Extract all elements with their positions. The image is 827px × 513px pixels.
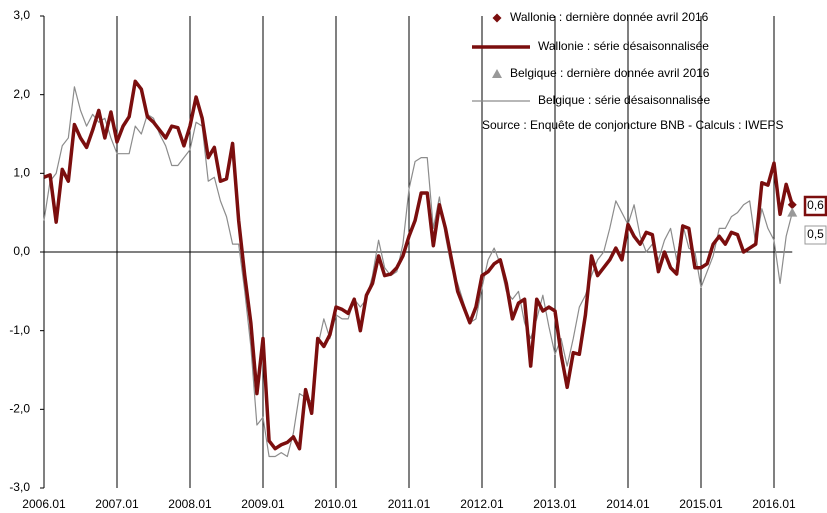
source-note: Source : Enquête de conjoncture BNB - Ca… <box>482 118 783 132</box>
x-tick-label: 2015.01 <box>679 497 723 511</box>
legend-label: Belgique : dernière donnée avril 2016 <box>510 66 710 80</box>
triangle-marker <box>492 69 502 78</box>
x-tick-label: 2006.01 <box>22 497 66 511</box>
triangle-marker <box>787 207 798 217</box>
y-tick-label: 2,0 <box>13 87 30 101</box>
value-label: 0,5 <box>807 227 824 241</box>
legend-label: Wallonie : série désaisonnalisée <box>538 39 709 53</box>
y-tick-label: -3,0 <box>9 480 30 494</box>
y-tick-label: 3,0 <box>13 8 30 22</box>
x-tick-label: 2013.01 <box>533 497 577 511</box>
x-tick-label: 2014.01 <box>606 497 650 511</box>
x-tick-label: 2016.01 <box>752 497 796 511</box>
value-box <box>803 195 827 217</box>
value-label: 0,6 <box>807 198 824 212</box>
x-tick-label: 2011.01 <box>388 497 431 511</box>
legend-label: Belgique : série désaisonnalisée <box>538 93 710 107</box>
series-line <box>43 86 793 458</box>
x-tick-label: 2012.01 <box>460 497 504 511</box>
y-tick-label: 0,0 <box>13 244 30 258</box>
value-box <box>804 225 827 245</box>
x-tick-label: 2010.01 <box>314 497 358 511</box>
y-tick-label: -1,0 <box>9 323 30 337</box>
series-line <box>43 79 794 451</box>
x-tick-label: 2009.01 <box>241 497 285 511</box>
y-tick-label: -2,0 <box>9 402 30 416</box>
diamond-marker <box>492 13 502 23</box>
diamond-marker <box>787 200 797 210</box>
legend-label: Wallonie : dernière donnée avril 2016 <box>510 10 709 24</box>
x-tick-label: 2008.01 <box>168 497 212 511</box>
y-tick-label: 1,0 <box>13 166 30 180</box>
x-tick-label: 2007.01 <box>95 497 139 511</box>
